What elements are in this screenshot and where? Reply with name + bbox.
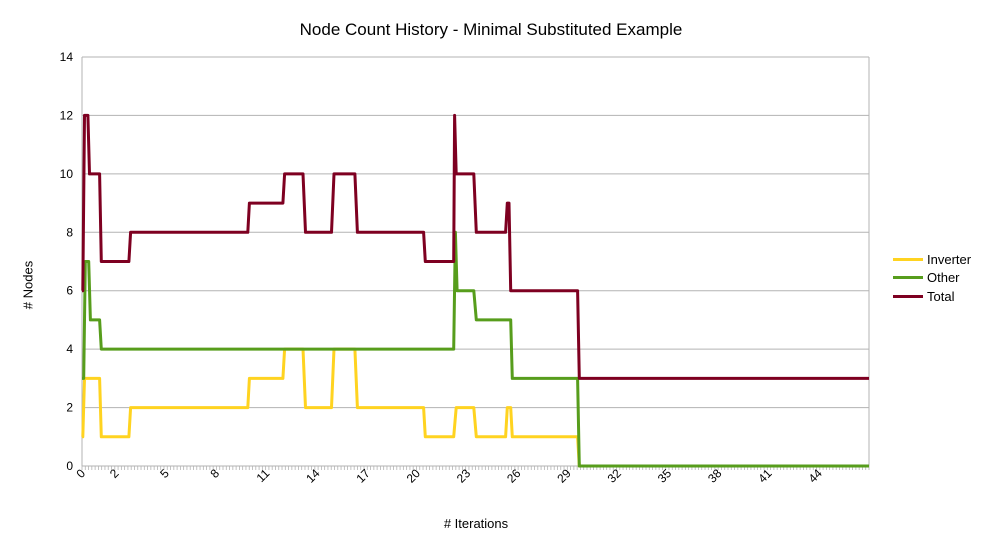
legend-swatch (893, 276, 923, 280)
legend-item-total: Total (893, 287, 971, 306)
y-tick-label: 14 (60, 50, 74, 64)
x-tick-label: 14 (303, 466, 323, 486)
y-axis-ticks: 0 2 4 6 8 10 12 14 (60, 50, 74, 473)
legend-label: Inverter (927, 251, 972, 267)
x-axis-ticks: 0 2 5 8 11 14 17 20 23 26 29 32 35 38 41 44 (73, 466, 870, 486)
legend: Inverter Other Total (893, 250, 971, 306)
x-tick-label: 26 (504, 466, 524, 486)
x-tick-label: 44 (806, 466, 826, 486)
y-tick-label: 4 (66, 342, 73, 356)
x-axis-label: # Iterations (443, 516, 509, 531)
x-tick-label: 11 (254, 466, 273, 485)
legend-label: Other (927, 270, 960, 286)
series-line-total (81, 113, 869, 380)
y-tick-label: 8 (66, 225, 73, 239)
legend-swatch (893, 257, 923, 261)
legend-item-inverter: Inverter (893, 250, 971, 269)
series-lines (81, 113, 869, 468)
x-tick-label: 41 (755, 466, 775, 486)
x-tick-label: 35 (655, 466, 675, 486)
legend-label: Total (927, 288, 955, 304)
gridlines (82, 56, 869, 467)
y-tick-label: 10 (60, 167, 74, 181)
y-tick-label: 2 (66, 401, 73, 415)
x-tick-label: 23 (454, 466, 474, 486)
x-tick-label: 32 (605, 466, 625, 486)
series-line-other (82, 230, 869, 468)
x-tick-label: 5 (157, 466, 172, 481)
plot-frame (81, 57, 870, 467)
x-tick-label: 17 (353, 466, 373, 486)
y-tick-label: 12 (60, 108, 74, 122)
y-tick-label: 0 (66, 459, 73, 473)
x-tick-label: 0 (73, 466, 88, 481)
legend-swatch (893, 294, 923, 298)
chart-title: Node Count History - Minimal Substituted… (299, 20, 683, 39)
legend-item-other: Other (893, 269, 971, 288)
y-tick-label: 6 (66, 284, 73, 298)
y-axis-label: # Nodes (20, 260, 36, 310)
